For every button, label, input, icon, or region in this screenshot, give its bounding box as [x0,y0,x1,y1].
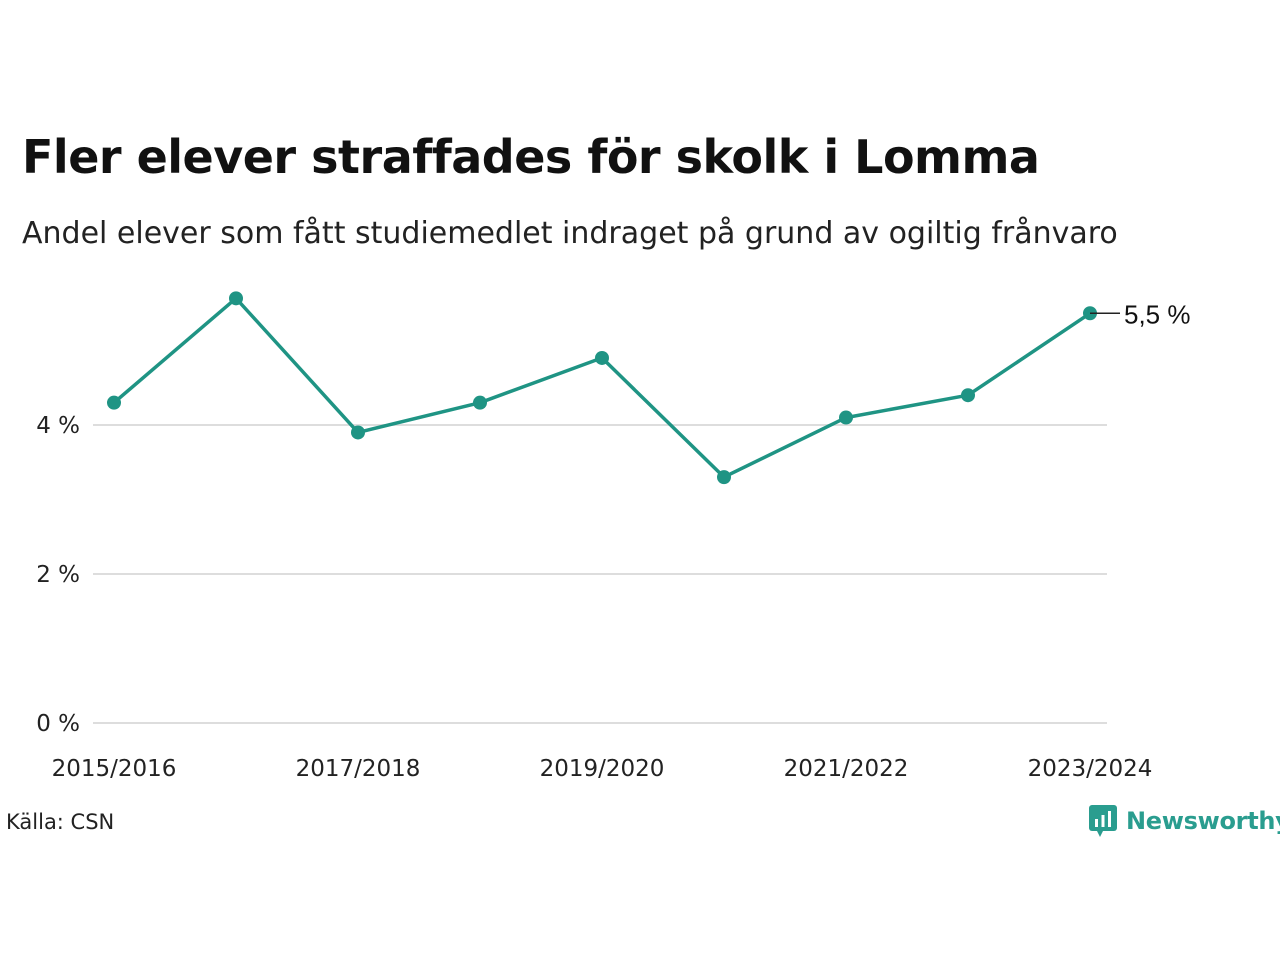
series [112,296,1091,479]
data-point [961,388,975,403]
brand-logo: Newsworthy [1088,804,1280,838]
data-point [351,425,365,440]
y-tick-label: 0 % [36,711,80,737]
x-tick-label: 2021/2022 [784,756,909,782]
x-tick-label: 2023/2024 [1028,756,1153,782]
x-tick-label: 2019/2020 [540,756,665,782]
y-tick-label: 2 % [36,562,80,588]
data-point [595,350,609,365]
annotations: 5,5 % [1090,299,1191,329]
source-note: Källa: CSN [6,810,115,834]
newsworthy-logo-icon [1089,805,1117,837]
data-point [473,395,487,410]
y-axis-labels: 0 % 2 % 4 % [36,413,80,737]
x-tick-label: 2017/2018 [296,756,421,782]
line-chart: 0 % 2 % 4 % 2015/2016 2017/2018 2019/2020 202… [36,291,1191,782]
data-points [107,291,1097,485]
data-point [107,395,121,410]
chart-title: Fler elever straffades för skolk i Lomma [22,130,1040,184]
end-value-label: 5,5 % [1124,299,1191,329]
data-point [229,291,243,306]
series-line [112,296,1091,479]
y-tick-label: 4 % [36,413,80,439]
gridlines [93,424,1107,724]
data-point [839,410,853,425]
brand-name: Newsworthy [1126,807,1280,835]
data-point [717,470,731,485]
x-axis-labels: 2015/2016 2017/2018 2019/2020 2021/2022 2023… [52,756,1153,782]
chart-subtitle: Andel elever som fått studiemedlet indra… [22,216,1118,251]
x-tick-label: 2015/2016 [52,756,177,782]
